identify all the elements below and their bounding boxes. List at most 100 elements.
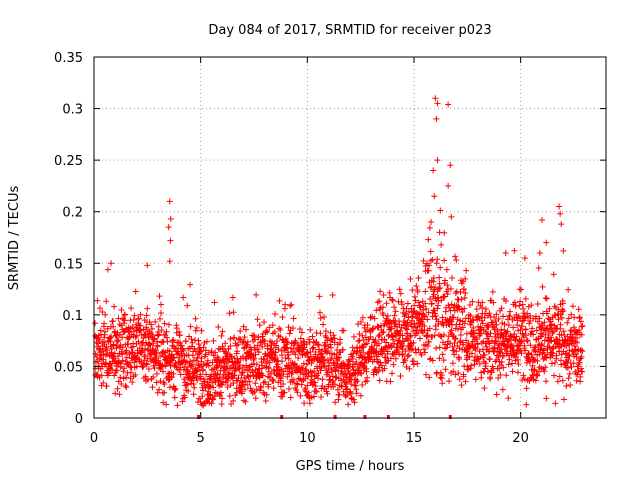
data-point [426,224,433,231]
data-point [566,370,573,377]
data-point [104,325,111,332]
data-point [119,344,126,351]
data-point [434,288,441,295]
data-point [195,341,202,348]
data-point [331,351,338,358]
data-point [118,322,125,329]
data-point [293,380,300,387]
data-point [481,385,488,392]
data-point [407,333,414,340]
x-axis-label: GPS time / hours [296,459,405,474]
data-point [459,309,466,316]
data-point [107,338,114,345]
data-point [353,359,360,366]
data-point [440,331,447,338]
data-point [558,221,565,228]
data-point [305,389,312,396]
data-point [202,385,209,392]
data-point [176,332,183,339]
data-point [122,382,129,389]
data-point [468,350,475,357]
data-point [226,369,233,376]
data-point [171,394,178,401]
data-point [324,337,331,344]
data-point [185,387,192,394]
data-point [497,349,504,356]
data-point [177,371,184,378]
data-point [399,346,406,353]
data-point [309,345,316,352]
data-point [437,284,444,291]
data-point [204,357,211,364]
data-point [505,395,512,402]
data-point [560,247,567,254]
data-point [203,338,210,345]
data-point [438,372,445,379]
data-point [515,361,522,368]
data-point [253,291,260,298]
data-point [574,339,581,346]
data-point [236,335,243,342]
data-point [336,354,343,361]
data-point [462,290,469,297]
data-point [466,353,473,360]
data-point [340,327,347,334]
data-point [322,348,329,355]
data-point [316,293,323,300]
data-point [491,325,498,332]
data-point [292,351,299,358]
data-point [308,360,315,367]
data-point [336,391,343,398]
data-point [428,219,435,226]
data-point [198,355,205,362]
data-point [226,392,233,399]
data-point [507,308,514,315]
y-tick-label: 0.25 [54,154,83,169]
data-point [390,336,397,343]
data-point [528,351,535,358]
plot-frame [93,56,607,419]
data-point [542,378,549,385]
data-point [327,329,334,336]
data-point [226,310,233,317]
data-point [246,378,253,385]
data-point [287,394,294,401]
data-point [289,369,296,376]
data-point [553,336,560,343]
data-point [539,283,546,290]
data-point [405,337,412,344]
data-point [529,362,536,369]
data-point [118,306,125,313]
data-point [463,267,470,274]
data-point [560,396,567,403]
data-point [116,391,123,398]
data-point [461,363,468,370]
data-point [436,229,443,236]
data-point [388,344,395,351]
data-point [421,346,428,353]
data-point [295,375,302,382]
data-point [96,345,103,352]
data-point [260,337,267,344]
data-point [392,308,399,315]
data-point [445,302,452,309]
data-point [159,362,166,369]
data-point [456,321,463,328]
data-point [261,319,268,326]
data-point [513,333,520,340]
data-point [353,386,360,393]
data-point [474,356,481,363]
data-point [119,351,126,358]
data-point [307,326,314,333]
data-point [380,292,387,299]
data-point [224,383,231,390]
data-point [303,350,310,357]
data-point [439,380,446,387]
data-point [448,301,455,308]
data-point [498,305,505,312]
data-point [200,344,207,351]
data-point [438,297,445,304]
data-point [208,400,215,407]
data-point [166,348,173,355]
